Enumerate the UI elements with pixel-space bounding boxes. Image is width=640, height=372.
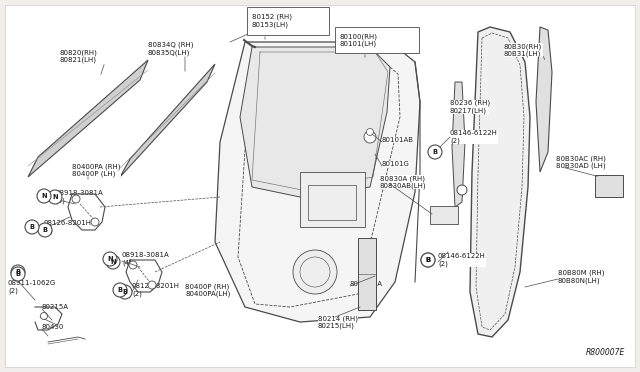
- Text: B: B: [122, 289, 127, 295]
- Bar: [308, 185, 356, 220]
- Text: 80430: 80430: [42, 324, 65, 330]
- Text: 08126-8201H
(2): 08126-8201H (2): [132, 283, 180, 297]
- Text: 80830A (RH)
80830AB(LH): 80830A (RH) 80830AB(LH): [380, 175, 427, 189]
- Text: B: B: [433, 149, 438, 155]
- Polygon shape: [470, 27, 530, 337]
- Polygon shape: [452, 82, 465, 207]
- Text: R800007E: R800007E: [586, 348, 625, 357]
- Text: 80041+A: 80041+A: [350, 281, 383, 287]
- Text: N: N: [41, 193, 47, 199]
- Text: 80236 (RH)
80217(LH): 80236 (RH) 80217(LH): [450, 100, 490, 114]
- Text: 80101G: 80101G: [382, 161, 410, 167]
- Circle shape: [113, 283, 127, 297]
- Text: 80400PA (RH)
80400P (LH): 80400PA (RH) 80400P (LH): [72, 163, 120, 177]
- Text: 08146-6122H
(2): 08146-6122H (2): [450, 130, 498, 144]
- Polygon shape: [120, 64, 215, 177]
- Bar: [595, 175, 623, 197]
- Text: B: B: [426, 257, 431, 263]
- Circle shape: [40, 312, 47, 320]
- Circle shape: [48, 190, 62, 204]
- Text: N: N: [52, 194, 58, 200]
- Text: 80100(RH)
80101(LH): 80100(RH) 80101(LH): [340, 33, 378, 47]
- Text: 08918-3081A
(4): 08918-3081A (4): [55, 190, 103, 204]
- Text: 80214 (RH)
80215(LH): 80214 (RH) 80215(LH): [318, 315, 358, 329]
- Circle shape: [457, 185, 467, 195]
- Text: B: B: [29, 224, 35, 230]
- Circle shape: [72, 195, 80, 203]
- Text: 80101AB: 80101AB: [382, 137, 414, 143]
- Circle shape: [25, 220, 39, 234]
- Circle shape: [148, 281, 156, 289]
- Circle shape: [11, 267, 25, 281]
- Text: 80400P (RH)
80400PA(LH): 80400P (RH) 80400PA(LH): [185, 283, 230, 297]
- Text: B: B: [42, 227, 47, 233]
- Circle shape: [367, 128, 374, 135]
- Polygon shape: [240, 47, 390, 197]
- Text: 80834Q (RH)
80835Q(LH): 80834Q (RH) 80835Q(LH): [148, 42, 193, 56]
- Text: 08146-6122H
(2): 08146-6122H (2): [438, 253, 486, 267]
- Circle shape: [106, 255, 120, 269]
- Text: N: N: [107, 256, 113, 262]
- Text: B: B: [15, 269, 20, 275]
- Text: 08911-1062G
(2): 08911-1062G (2): [8, 280, 56, 294]
- Circle shape: [129, 261, 137, 269]
- FancyBboxPatch shape: [335, 27, 419, 53]
- Circle shape: [91, 218, 99, 226]
- Text: 80152 (RH)
80153(LH): 80152 (RH) 80153(LH): [252, 14, 292, 28]
- Text: B: B: [426, 257, 431, 263]
- Circle shape: [37, 189, 51, 203]
- Circle shape: [364, 131, 376, 143]
- Circle shape: [421, 253, 435, 267]
- Bar: [358, 238, 376, 310]
- FancyBboxPatch shape: [247, 7, 329, 35]
- Text: 80B30(RH)
80B31(LH): 80B30(RH) 80B31(LH): [504, 43, 542, 57]
- Text: B: B: [118, 287, 122, 293]
- Circle shape: [428, 145, 442, 159]
- Text: 80B80M (RH)
80B80N(LH): 80B80M (RH) 80B80N(LH): [558, 270, 605, 284]
- Polygon shape: [28, 60, 148, 177]
- Bar: [300, 172, 365, 227]
- Text: 80B30AC (RH)
80B30AD (LH): 80B30AC (RH) 80B30AD (LH): [556, 155, 606, 169]
- Text: 80820(RH)
80821(LH): 80820(RH) 80821(LH): [60, 49, 98, 63]
- Text: N: N: [110, 259, 116, 265]
- Circle shape: [421, 253, 435, 267]
- Polygon shape: [215, 42, 420, 322]
- Text: 08918-3081A
(4): 08918-3081A (4): [122, 252, 170, 266]
- Circle shape: [103, 252, 117, 266]
- Bar: [430, 206, 458, 224]
- Circle shape: [38, 223, 52, 237]
- Text: B: B: [15, 271, 20, 277]
- Text: 08126-8201H
(2): 08126-8201H (2): [43, 220, 91, 234]
- Text: 80215A: 80215A: [42, 304, 69, 310]
- Circle shape: [293, 250, 337, 294]
- Circle shape: [118, 285, 132, 299]
- Polygon shape: [536, 27, 552, 172]
- Circle shape: [11, 265, 25, 279]
